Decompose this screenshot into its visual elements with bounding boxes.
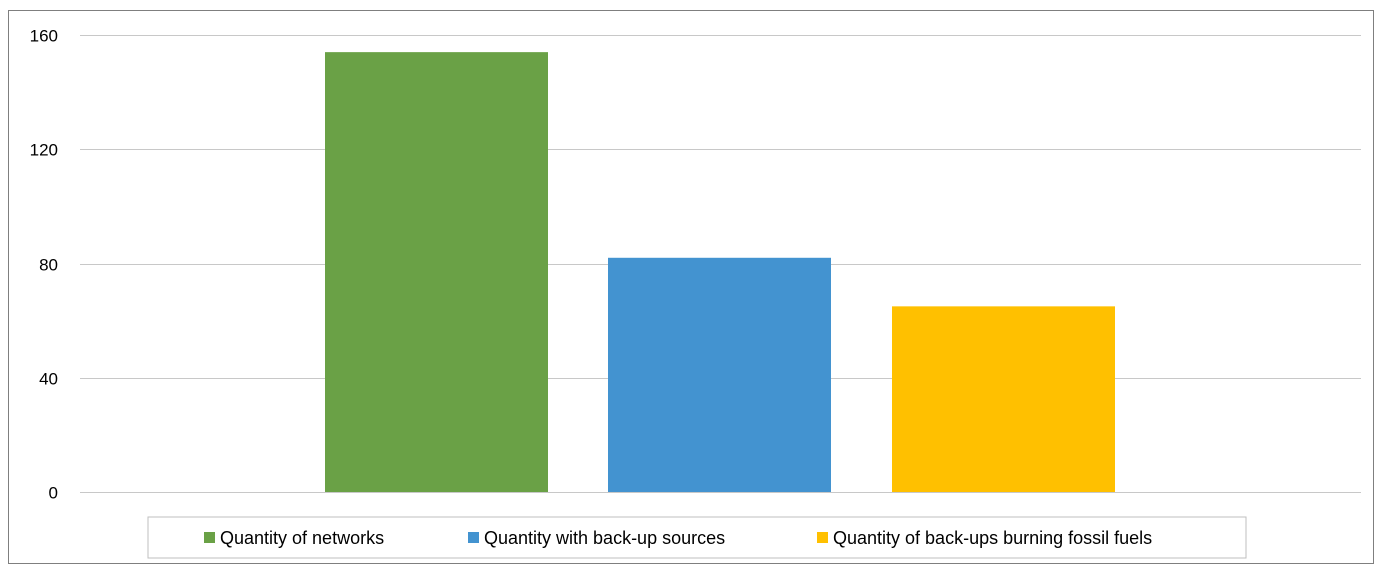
legend-swatch-2 xyxy=(468,532,479,543)
bar-3 xyxy=(892,306,1115,492)
legend-label-2: Quantity with back-up sources xyxy=(484,528,725,548)
legend-label-1: Quantity of networks xyxy=(220,528,384,548)
legend: Quantity of networks Quantity with back-u… xyxy=(147,516,1247,559)
bar-1 xyxy=(325,52,548,492)
legend-swatch-3 xyxy=(817,532,828,543)
y-tick-label: 160 xyxy=(30,27,58,46)
y-tick-label: 0 xyxy=(49,484,58,503)
bar-2 xyxy=(608,257,831,492)
y-tick-label: 80 xyxy=(39,256,58,275)
legend-label-3: Quantity of back-ups burning fossil fuel… xyxy=(833,528,1152,548)
y-tick-label: 120 xyxy=(30,141,58,160)
y-axis-ticks: 0 40 80 120 160 xyxy=(30,27,58,503)
legend-box xyxy=(147,516,1247,559)
y-tick-label: 40 xyxy=(39,370,58,389)
legend-swatch-1 xyxy=(204,532,215,543)
bars xyxy=(80,52,1361,493)
